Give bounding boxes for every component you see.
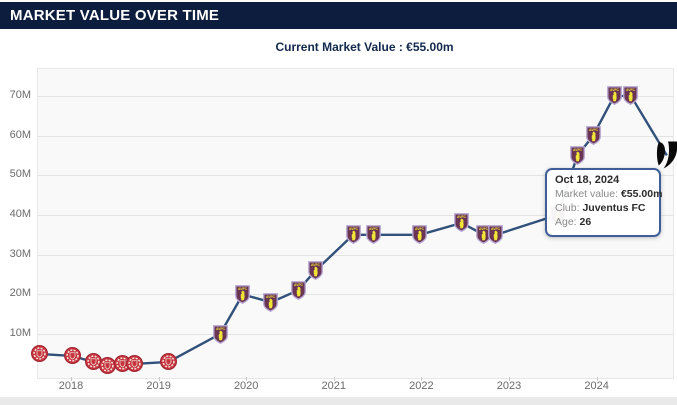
villa-crest-data-point[interactable]: AVFC bbox=[412, 225, 428, 245]
y-axis-tick-label: 70M bbox=[9, 88, 31, 101]
svg-text:AVFC: AVFC bbox=[369, 227, 379, 231]
x-axis-tick bbox=[421, 377, 423, 381]
svg-text:AVFC: AVFC bbox=[573, 148, 583, 152]
x-axis-tick bbox=[333, 377, 335, 381]
page-title: MARKET VALUE OVER TIME bbox=[10, 7, 220, 24]
x-axis-tick-label: 2022 bbox=[409, 380, 434, 392]
girona-crest-data-point[interactable] bbox=[84, 353, 102, 371]
villa-crest-data-point[interactable]: AVFC bbox=[290, 281, 306, 301]
gridline bbox=[38, 175, 673, 177]
x-axis-tick-label: 2023 bbox=[496, 380, 522, 392]
villa-crest-data-point[interactable]: AVFC bbox=[345, 225, 361, 245]
y-axis-tick-label: 60M bbox=[9, 128, 31, 141]
svg-text:AVFC: AVFC bbox=[294, 283, 304, 287]
gridline bbox=[38, 215, 673, 216]
svg-text:AVFC: AVFC bbox=[311, 263, 321, 267]
x-axis-tick-label: 2021 bbox=[321, 380, 347, 392]
y-axis-tick-label: 40M bbox=[9, 208, 31, 220]
villa-crest-data-point[interactable]: AVFC bbox=[623, 86, 639, 106]
x-axis-tick-label: 2020 bbox=[233, 380, 259, 392]
villa-crest-data-point[interactable]: AVFC bbox=[606, 86, 622, 106]
villa-crest-data-point[interactable]: AVFC bbox=[476, 225, 492, 245]
gridline bbox=[38, 294, 673, 296]
svg-text:AVFC: AVFC bbox=[589, 128, 599, 132]
svg-text:AVFC: AVFC bbox=[415, 227, 425, 231]
girona-crest-data-point[interactable] bbox=[63, 347, 81, 365]
svg-text:AVFC: AVFC bbox=[349, 227, 359, 231]
villa-crest-data-point[interactable]: AVFC bbox=[585, 126, 601, 146]
girona-crest-data-point[interactable] bbox=[99, 357, 117, 375]
villa-crest-data-point[interactable]: AVFC bbox=[212, 324, 228, 344]
gridline bbox=[38, 95, 673, 97]
svg-text:AVFC: AVFC bbox=[491, 227, 501, 231]
villa-crest-data-point[interactable]: AVFC bbox=[235, 284, 251, 304]
chart-tooltip: Oct 18, 2024 Market value: €55.00m Club:… bbox=[545, 168, 663, 237]
bottom-divider bbox=[0, 397, 677, 405]
svg-text:AVFC: AVFC bbox=[610, 88, 620, 92]
x-axis-tick bbox=[509, 377, 510, 381]
y-axis-tick-label: 20M bbox=[9, 287, 31, 300]
villa-crest-data-point[interactable]: AVFC bbox=[308, 261, 323, 281]
tooltip-market-value-row: Market value: €55.00m bbox=[555, 188, 663, 200]
girona-crest-data-point[interactable] bbox=[31, 345, 49, 363]
y-axis-tick-label: 10M bbox=[9, 327, 31, 340]
juventus-crest-data-point[interactable] bbox=[656, 141, 677, 169]
widget-header: MARKET VALUE OVER TIME bbox=[0, 2, 677, 29]
villa-crest-data-point[interactable]: AVFC bbox=[263, 292, 279, 312]
gridline bbox=[38, 135, 673, 137]
y-axis-tick-label: 30M bbox=[9, 247, 31, 260]
tooltip-age-row: Age: 26 bbox=[555, 216, 592, 229]
x-axis-tick-label: 2019 bbox=[146, 380, 171, 392]
x-axis-tick bbox=[596, 377, 598, 381]
gridline bbox=[38, 334, 673, 336]
villa-crest-data-point[interactable]: AVFC bbox=[365, 225, 381, 245]
svg-text:AVFC: AVFC bbox=[216, 326, 226, 330]
x-axis-tick-label: 2018 bbox=[58, 380, 84, 392]
x-axis-tick-label: 2024 bbox=[584, 380, 609, 392]
villa-crest-data-point[interactable]: AVFC bbox=[488, 225, 504, 245]
x-axis-tick bbox=[246, 377, 248, 381]
x-axis-tick bbox=[158, 377, 160, 381]
x-axis-tick bbox=[71, 377, 72, 381]
girona-crest-data-point[interactable] bbox=[159, 353, 177, 371]
tooltip-date: Oct 18, 2024 bbox=[555, 174, 620, 186]
current-market-value-text: Current Market Value : €55.00m bbox=[275, 40, 454, 54]
svg-text:AVFC: AVFC bbox=[479, 227, 489, 231]
plot-area[interactable]: AVFC AVFC AVFC AVFC AVFC AVFC AVFC AVFC AVFC AVFC… bbox=[31, 68, 677, 379]
villa-crest-data-point[interactable]: AVFC bbox=[454, 213, 470, 233]
svg-text:AVFC: AVFC bbox=[626, 88, 636, 92]
svg-text:AVFC: AVFC bbox=[238, 287, 248, 291]
villa-crest-data-point[interactable]: AVFC bbox=[570, 146, 585, 166]
girona-crest-data-point[interactable] bbox=[125, 355, 143, 373]
gridline bbox=[38, 254, 673, 256]
tooltip-club-row: Club: Juventus FC bbox=[555, 202, 646, 215]
y-axis-tick-label: 50M bbox=[9, 168, 31, 181]
svg-text:AVFC: AVFC bbox=[457, 215, 467, 219]
svg-text:AVFC: AVFC bbox=[266, 295, 276, 299]
